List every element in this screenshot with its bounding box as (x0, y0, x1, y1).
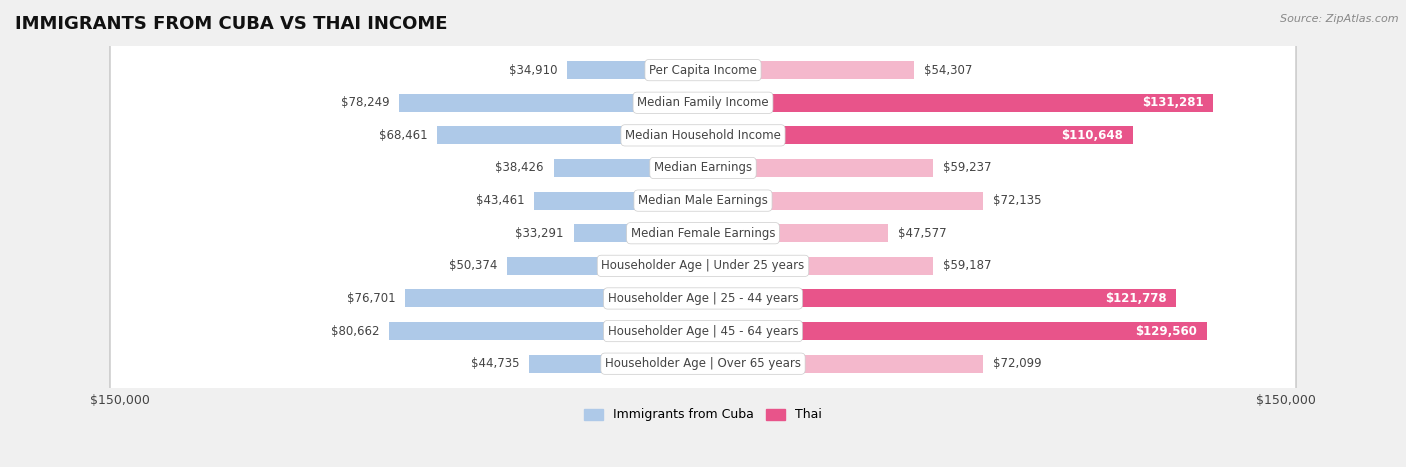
Text: $54,307: $54,307 (924, 64, 972, 77)
Bar (405, 290, 703, 307)
Text: $129,560: $129,560 (1135, 325, 1197, 338)
Bar (399, 94, 703, 112)
Text: $121,778: $121,778 (1105, 292, 1167, 305)
Text: $59,187: $59,187 (943, 259, 991, 272)
Text: Median Male Earnings: Median Male Earnings (638, 194, 768, 207)
Bar (703, 224, 889, 242)
Text: $76,701: $76,701 (346, 292, 395, 305)
Text: IMMIGRANTS FROM CUBA VS THAI INCOME: IMMIGRANTS FROM CUBA VS THAI INCOME (15, 15, 447, 33)
FancyBboxPatch shape (110, 0, 1296, 467)
FancyBboxPatch shape (110, 0, 1296, 467)
Bar (574, 224, 703, 242)
Bar (508, 257, 703, 275)
Text: $110,648: $110,648 (1062, 129, 1123, 142)
Text: Householder Age | Under 25 years: Householder Age | Under 25 years (602, 259, 804, 272)
Bar (703, 159, 934, 177)
Text: $50,374: $50,374 (449, 259, 498, 272)
Text: $43,461: $43,461 (475, 194, 524, 207)
FancyBboxPatch shape (110, 0, 1296, 467)
Text: Median Earnings: Median Earnings (654, 162, 752, 175)
FancyBboxPatch shape (110, 0, 1296, 467)
FancyBboxPatch shape (110, 0, 1296, 467)
Text: $72,099: $72,099 (993, 357, 1042, 370)
Text: Householder Age | 25 - 44 years: Householder Age | 25 - 44 years (607, 292, 799, 305)
Bar (703, 257, 934, 275)
Text: $59,237: $59,237 (943, 162, 991, 175)
Text: $38,426: $38,426 (495, 162, 544, 175)
Bar (567, 61, 703, 79)
Bar (703, 191, 983, 210)
Text: Median Female Earnings: Median Female Earnings (631, 226, 775, 240)
Text: Median Household Income: Median Household Income (626, 129, 780, 142)
Text: $47,577: $47,577 (897, 226, 946, 240)
FancyBboxPatch shape (110, 0, 1296, 467)
Text: $80,662: $80,662 (332, 325, 380, 338)
Bar (437, 127, 703, 144)
Text: $44,735: $44,735 (471, 357, 519, 370)
Bar (703, 355, 983, 373)
FancyBboxPatch shape (110, 0, 1296, 467)
FancyBboxPatch shape (110, 0, 1296, 467)
Text: Source: ZipAtlas.com: Source: ZipAtlas.com (1281, 14, 1399, 24)
Bar (389, 322, 703, 340)
Bar (703, 290, 1177, 307)
Text: $68,461: $68,461 (378, 129, 427, 142)
Bar (703, 61, 914, 79)
Text: $34,910: $34,910 (509, 64, 558, 77)
Text: Householder Age | Over 65 years: Householder Age | Over 65 years (605, 357, 801, 370)
Text: $33,291: $33,291 (516, 226, 564, 240)
Text: $72,135: $72,135 (993, 194, 1042, 207)
Text: Householder Age | 45 - 64 years: Householder Age | 45 - 64 years (607, 325, 799, 338)
Bar (703, 94, 1213, 112)
Bar (534, 191, 703, 210)
Text: Per Capita Income: Per Capita Income (650, 64, 756, 77)
Text: $78,249: $78,249 (340, 96, 389, 109)
Bar (703, 322, 1206, 340)
Bar (554, 159, 703, 177)
FancyBboxPatch shape (110, 0, 1296, 467)
Bar (529, 355, 703, 373)
Text: $131,281: $131,281 (1142, 96, 1204, 109)
Text: Median Family Income: Median Family Income (637, 96, 769, 109)
Legend: Immigrants from Cuba, Thai: Immigrants from Cuba, Thai (579, 403, 827, 426)
Bar (703, 127, 1133, 144)
FancyBboxPatch shape (110, 0, 1296, 467)
